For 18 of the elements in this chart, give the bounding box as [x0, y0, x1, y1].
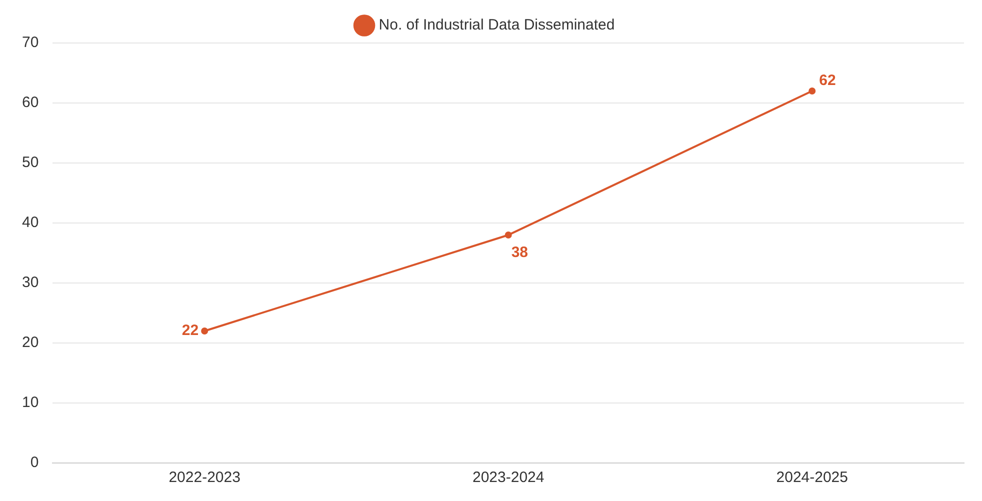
y-tick-label: 10: [22, 394, 39, 412]
y-tick-label: 70: [22, 34, 39, 52]
point: [808, 88, 816, 94]
data-label: 22: [182, 322, 199, 340]
legend-label: No. of Industrial Data Disseminated: [378, 16, 615, 34]
x-tick-label: 2023-2024: [472, 469, 544, 486]
y-tick-label: 60: [22, 94, 39, 112]
y-tick-label: 30: [22, 274, 39, 292]
data-label: 38: [511, 244, 528, 262]
y-tick-label: 0: [30, 454, 39, 472]
y-tick-label: 50: [22, 154, 39, 172]
y-tick-label: 40: [22, 214, 39, 232]
point: [201, 328, 208, 334]
x-tick-label: 2022-2023: [168, 469, 240, 486]
data-label: 62: [819, 72, 836, 90]
y-tick-label: 20: [22, 334, 39, 352]
point: [504, 232, 512, 238]
x-tick-label: 2024-2025: [776, 469, 848, 486]
